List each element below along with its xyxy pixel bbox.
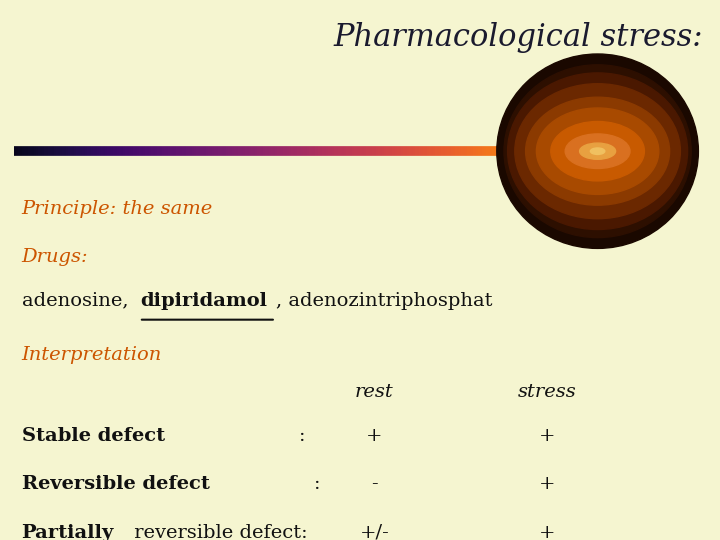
Ellipse shape [504,65,691,238]
Text: Reversible defect: Reversible defect [22,475,210,493]
Ellipse shape [526,97,670,205]
Ellipse shape [536,108,659,194]
Ellipse shape [590,148,605,154]
Ellipse shape [551,122,644,181]
Text: +: + [539,524,555,540]
Text: :: : [299,427,306,444]
Text: +/-: +/- [359,524,390,540]
Ellipse shape [565,134,630,168]
Ellipse shape [508,73,688,230]
Text: -: - [371,475,378,493]
Text: Stable defect: Stable defect [22,427,165,444]
Text: :: : [313,475,320,493]
Text: stress: stress [518,383,577,401]
Text: Drugs:: Drugs: [22,248,89,266]
Text: Principle: the same: Principle: the same [22,200,213,218]
Text: dipiridamol: dipiridamol [140,292,267,309]
Text: adenosine,: adenosine, [22,292,135,309]
Text: Pharmacological stress:: Pharmacological stress: [333,22,703,52]
Text: +: + [539,427,555,444]
Ellipse shape [580,143,616,159]
Text: Interpretation: Interpretation [22,346,162,363]
Text: , adenozintriphosphat: , adenozintriphosphat [276,292,492,309]
Text: reversible defect:: reversible defect: [128,524,307,540]
Ellipse shape [497,54,698,248]
Text: +: + [366,427,382,444]
Ellipse shape [515,84,680,219]
Text: +: + [539,475,555,493]
Text: Partially: Partially [22,524,114,540]
Text: rest: rest [355,383,394,401]
